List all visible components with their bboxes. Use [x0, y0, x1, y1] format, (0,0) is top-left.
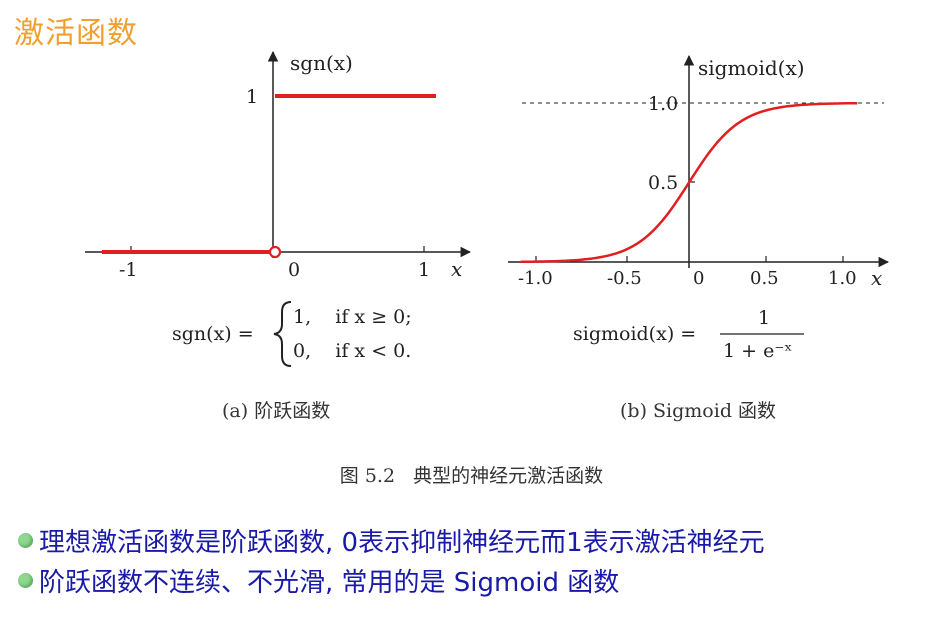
bullet-text: 阶跃函数不连续、不光滑, 常用的是 Sigmoid 函数: [39, 567, 620, 598]
bullet-dot-icon: [18, 572, 33, 588]
bullet-text: 理想激活函数是阶跃函数, 0表示抑制神经元而1表示激活神经元: [39, 527, 765, 558]
sigmoid-formula-numerator: 1: [758, 307, 770, 329]
step-y-tick-label: 1: [246, 86, 258, 108]
sigmoid-x-tick-label: 1.0: [828, 268, 857, 289]
step-open-circle: [268, 245, 282, 259]
bullet-list: 理想激活函数是阶跃函数, 0表示抑制神经元而1表示激活神经元 阶跃函数不连续、不…: [18, 520, 765, 600]
step-formula-brace: [273, 301, 292, 367]
sigmoid-curve: [520, 101, 858, 264]
bullet-item: 阶跃函数不连续、不光滑, 常用的是 Sigmoid 函数: [18, 560, 765, 600]
sigmoid-x-axis-label: x: [871, 266, 882, 290]
step-formula-lhs: sgn(x) =: [172, 323, 254, 345]
sigmoid-formula-lhs: sigmoid(x) =: [573, 323, 696, 345]
sigmoid-formula-denominator: 1 + e⁻ˣ: [723, 340, 792, 362]
sigmoid-x-tick-label: 0.5: [750, 268, 779, 289]
sigmoid-x-tick-label: -1.0: [518, 268, 553, 289]
sigmoid-plot: sigmoid(x) x 1.0 0.5 -1.0 -0.5 0 0.5 1.0…: [508, 54, 890, 422]
step-function-plot: sgn(x) x 1 -1 0 1 sgn(x) = 1, if x ≥ 0; …: [85, 50, 472, 422]
bullet-item: 理想激活函数是阶跃函数, 0表示抑制神经元而1表示激活神经元: [18, 520, 765, 560]
bullet-dot-icon: [18, 532, 33, 548]
figure-area: sgn(x) x 1 -1 0 1 sgn(x) = 1, if x ≥ 0; …: [85, 50, 890, 422]
step-formula-case1: 1, if x ≥ 0;: [293, 306, 412, 328]
sigmoid-y-axis-label: sigmoid(x): [698, 56, 805, 80]
step-x-axis-label: x: [451, 257, 462, 281]
step-subcaption: (a) 阶跃函数: [222, 400, 330, 422]
sigmoid-x-tick-label: -0.5: [607, 268, 642, 289]
step-y-axis-label: sgn(x): [290, 51, 353, 75]
sigmoid-x-tick-label: 0: [693, 268, 704, 289]
figure-caption: 图 5.2 典型的神经元激活函数: [339, 465, 604, 487]
step-x-tick-label: -1: [119, 259, 138, 281]
step-x-tick-label: 1: [418, 259, 430, 281]
sigmoid-y-tick-label: 0.5: [648, 172, 678, 194]
step-formula-case2: 0, if x < 0.: [293, 340, 411, 362]
sigmoid-y-tick-label: 1.0: [648, 93, 678, 115]
slide-title: 激活函数: [14, 16, 138, 51]
sigmoid-subcaption: (b) Sigmoid 函数: [620, 400, 776, 422]
step-x-tick-label: 0: [288, 259, 300, 281]
